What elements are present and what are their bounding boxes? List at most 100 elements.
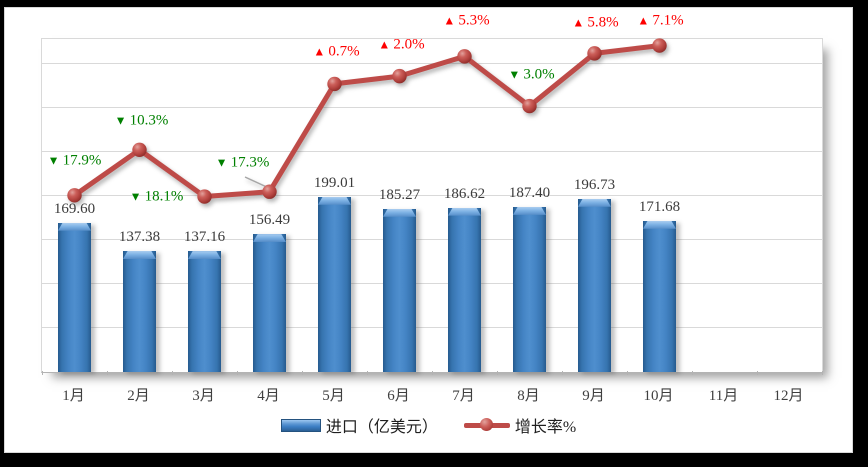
growth-rate-label: ▼ 10.3% xyxy=(114,112,169,129)
down-triangle-icon: ▼ xyxy=(47,153,60,168)
x-axis-tick xyxy=(692,371,693,375)
down-triangle-icon: ▼ xyxy=(129,189,142,204)
bar-value-label: 186.62 xyxy=(443,185,486,202)
bar-9月 xyxy=(578,198,611,372)
gridline xyxy=(42,282,822,284)
x-axis-label-11月: 11月 xyxy=(708,388,739,404)
x-axis-tick xyxy=(42,371,43,375)
bar-value-label: 199.01 xyxy=(313,174,356,191)
line-marker xyxy=(262,184,277,199)
growth-rate-label: ▼ 3.0% xyxy=(508,66,555,83)
growth-rate-label: ▼ 17.9% xyxy=(47,152,102,169)
x-axis-label-6月: 6月 xyxy=(387,388,410,404)
gridline xyxy=(42,150,822,152)
bar-value-label: 156.49 xyxy=(248,212,291,229)
line-marker xyxy=(587,46,602,61)
down-triangle-icon: ▼ xyxy=(215,155,228,170)
growth-rate-label: ▼ 17.3% xyxy=(215,154,270,171)
x-axis-tick xyxy=(107,371,108,375)
bar-top-bevel xyxy=(513,206,546,215)
chart-area: 169.60 137.38 137.16 156.49 199.01 185.27 186.… xyxy=(4,7,853,453)
bar-8月 xyxy=(513,206,546,372)
bar-top-bevel xyxy=(253,234,286,243)
bar-3月 xyxy=(188,251,221,372)
bar-top-bevel xyxy=(123,250,156,259)
gridline xyxy=(42,326,822,328)
plot-area: 169.60 137.38 137.16 156.49 199.01 185.27 186.… xyxy=(41,12,823,375)
x-axis-label-4月: 4月 xyxy=(257,388,280,404)
gridline xyxy=(42,62,822,64)
x-axis-label-2月: 2月 xyxy=(127,388,150,404)
bar-top-bevel xyxy=(578,198,611,207)
growth-rate-line-layer xyxy=(67,38,667,204)
bar-value-label: 196.73 xyxy=(573,176,616,193)
bar-top-bevel xyxy=(383,208,416,217)
growth-rate-label: ▲ 2.0% xyxy=(378,36,425,53)
legend: 进口（亿美元） 增长率% xyxy=(5,413,852,437)
x-axis-label-9月: 9月 xyxy=(582,388,605,404)
bar-value-label: 185.27 xyxy=(378,186,421,203)
bar-value-label: 137.38 xyxy=(118,228,161,245)
x-axis-tick xyxy=(757,371,758,375)
line-swatch-marker xyxy=(479,418,493,431)
x-axis: 1月 2月 3月 4月 5月 6月 7月 8月 9月 10月 11月 12月 xyxy=(41,384,821,404)
legend-label-imports: 进口（亿美元） xyxy=(325,419,438,436)
bar-10月 xyxy=(643,220,676,372)
up-triangle-icon: ▲ xyxy=(637,13,650,28)
down-triangle-icon: ▼ xyxy=(114,113,127,128)
line-marker xyxy=(392,68,407,84)
line-series-swatch-icon xyxy=(463,418,510,432)
legend-label-growth-rate: 增长率% xyxy=(514,419,577,436)
x-axis-tick xyxy=(237,371,238,375)
growth-rate-label: ▲ 7.1% xyxy=(637,12,684,29)
growth-rate-label: ▲ 5.3% xyxy=(443,12,490,29)
x-axis-tick xyxy=(432,371,433,375)
line-marker xyxy=(67,188,82,203)
down-triangle-icon: ▼ xyxy=(508,67,521,82)
bar-value-label: 187.40 xyxy=(508,184,551,201)
bar-2月 xyxy=(123,250,156,372)
x-axis-label-1月: 1月 xyxy=(62,388,85,404)
bar-top-bevel xyxy=(58,222,91,231)
x-axis-tick xyxy=(497,371,498,375)
bar-1月 xyxy=(58,222,91,372)
x-axis-tick xyxy=(822,371,823,375)
growth-rate-label: ▲ 5.8% xyxy=(572,14,619,31)
bar-6月 xyxy=(383,208,416,372)
line-marker xyxy=(457,49,472,64)
line-marker xyxy=(197,189,212,204)
up-triangle-icon: ▲ xyxy=(378,37,391,52)
x-axis-tick xyxy=(562,371,563,375)
x-axis-tick xyxy=(367,371,368,375)
line-marker xyxy=(522,98,537,114)
x-axis-label-3月: 3月 xyxy=(192,388,215,404)
bar-top-bevel xyxy=(188,251,221,260)
x-axis-label-7月: 7月 xyxy=(452,388,475,404)
up-triangle-icon: ▲ xyxy=(443,13,456,28)
growth-rate-label: ▲ 0.7% xyxy=(313,43,360,60)
bar-top-bevel xyxy=(448,207,481,216)
legend-item-growth-rate: 增长率% xyxy=(463,413,577,437)
x-axis-tick xyxy=(627,371,628,375)
bar-series-swatch-icon xyxy=(280,418,321,432)
bar-top-bevel xyxy=(643,220,676,229)
gridline xyxy=(42,194,822,196)
line-marker xyxy=(327,76,342,92)
x-axis-label-10月: 10月 xyxy=(643,388,674,404)
growth-rate-line xyxy=(72,43,662,200)
x-axis-label-5月: 5月 xyxy=(322,388,345,404)
bar-value-label: 137.16 xyxy=(183,229,226,246)
x-axis-label-8月: 8月 xyxy=(517,388,540,404)
bar-5月 xyxy=(318,196,351,372)
bar-7月 xyxy=(448,207,481,372)
up-triangle-icon: ▲ xyxy=(313,44,326,59)
x-axis-tick xyxy=(172,371,173,375)
bar-4月 xyxy=(253,234,286,372)
x-axis-tick xyxy=(302,371,303,375)
up-triangle-icon: ▲ xyxy=(572,15,585,30)
bar-value-label: 171.68 xyxy=(638,198,681,215)
growth-rate-label: ▼ 18.1% xyxy=(129,188,184,205)
bar-top-bevel xyxy=(318,196,351,205)
gridline xyxy=(42,238,822,240)
